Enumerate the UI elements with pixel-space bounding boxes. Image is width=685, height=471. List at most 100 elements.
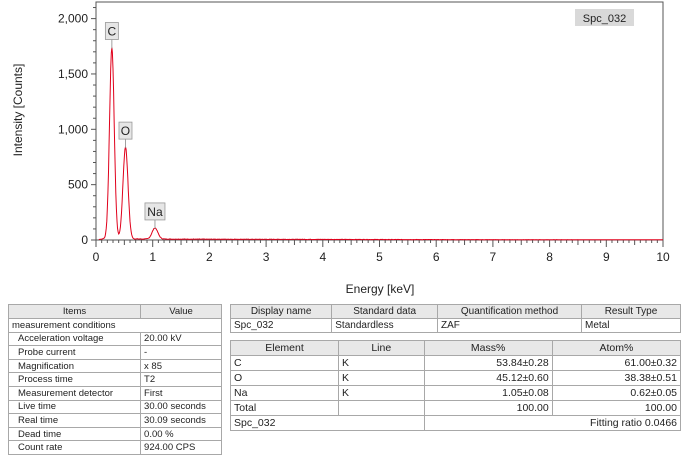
x-tick-label: 0 [93, 250, 100, 264]
condition-item: Dead time [7, 426, 142, 442]
result-mass: 1.05±0.08 [423, 385, 553, 401]
plot-border [95, 1, 664, 241]
col-header-items: Items [7, 304, 142, 319]
col-header-quant-method: Quantification method [437, 304, 582, 319]
legend-label: Spc_032 [583, 13, 626, 25]
plot-frame [95, 1, 664, 241]
conditions-row: Live time 30.00 seconds [7, 399, 222, 415]
condition-value: T2 [140, 372, 222, 387]
condition-item: Magnification [7, 358, 142, 374]
result-mass: 45.12±0.60 [423, 370, 553, 386]
conditions-row: Count rate 924.00 CPS [7, 440, 222, 455]
x-tick-label: 1 [149, 250, 156, 264]
condition-value: 20.00 kV [140, 331, 222, 347]
condition-item: Count rate [7, 440, 142, 455]
x-tick-label: 7 [490, 250, 497, 264]
quant-method: ZAF [437, 318, 582, 333]
standard-data: Standardless [331, 318, 438, 333]
spectrum-info-table: Display name Standard data Quantificatio… [229, 304, 681, 333]
results-row: Total 100.00 100.00 [230, 400, 682, 416]
result-line: K [338, 385, 425, 401]
y-tick-label: 1,000 [58, 122, 88, 136]
condition-value: 0.00 % [140, 426, 222, 442]
section-label: measurement conditions [8, 318, 222, 333]
condition-item: Real time [7, 413, 142, 428]
peak-label-box [118, 121, 133, 140]
x-tick-label: 8 [546, 250, 553, 264]
conditions-row: Probe current - [7, 345, 222, 360]
col-header-element: Element [230, 340, 339, 356]
condition-item: Process time [7, 372, 142, 387]
y-tick-label: 0 [81, 233, 88, 247]
condition-item: Probe current [7, 345, 142, 360]
conditions-row: Acceleration voltage 20.00 kV [7, 331, 222, 347]
result-element: C [230, 355, 339, 371]
results-row: O K 45.12±0.60 38.38±0.51 [230, 370, 682, 386]
quantification-results-table: Element Line Mass% Atom% C K 53.84±0.28 61.… [230, 340, 682, 431]
result-element: Na [230, 385, 339, 401]
col-header-mass: Mass% [423, 340, 553, 356]
fitting-ratio: Fitting ratio 0.0466 [423, 415, 681, 431]
peak-label: C [108, 24, 117, 38]
y-axis-label: Intensity [Counts] [11, 64, 25, 157]
col-header-value: Value [140, 304, 222, 319]
condition-value: 924.00 CPS [140, 440, 222, 455]
y-tick-label: 2,000 [58, 12, 88, 26]
condition-value: 30.00 seconds [140, 399, 222, 415]
conditions-row: Magnification x 85 [7, 358, 222, 374]
y-axis-ticks: 0 500 1,000 1,500 2,000 [58, 7, 96, 247]
result-atom: 100.00 [551, 400, 682, 416]
spectrum-line [98, 47, 663, 241]
result-mass: 53.84±0.28 [423, 355, 553, 371]
result-atom: 38.38±0.51 [551, 370, 682, 386]
col-header-display-name: Display name [229, 304, 333, 319]
y-tick-label: 1,500 [58, 67, 88, 81]
peak-labels: C O Na [104, 22, 166, 229]
x-tick-label: 10 [656, 250, 670, 264]
condition-value: 30.09 seconds [140, 413, 222, 428]
x-tick-label: 5 [376, 250, 383, 264]
measurement-conditions-table: Items Value measurement conditions Accel… [7, 304, 222, 455]
result-atom: 61.00±0.32 [551, 355, 682, 371]
x-tick-label: 2 [206, 250, 213, 264]
spectrum-chart: 0 500 1,000 1,500 2,000 0 1 2 3 4 5 6 7 8 9 10 C O Na In… [11, 1, 670, 296]
condition-value: First [140, 385, 222, 401]
peak-label-box [104, 22, 119, 40]
result-element: Total [230, 400, 339, 416]
x-tick-label: 6 [433, 250, 440, 264]
x-axis-label: Energy [keV] [346, 282, 415, 296]
y-tick-label: 500 [68, 178, 88, 192]
col-header-line: Line [338, 340, 425, 356]
results-row: C K 53.84±0.28 61.00±0.32 [230, 355, 682, 371]
col-header-standard-data: Standard data [331, 304, 438, 319]
peak-label: O [121, 124, 130, 138]
peak-label: Na [147, 205, 163, 219]
conditions-row: Process time T2 [7, 372, 222, 387]
col-header-result-type: Result Type [581, 304, 681, 319]
x-tick-label: 3 [263, 250, 270, 264]
conditions-row: Dead time 0.00 % [7, 426, 222, 442]
x-tick-label: 9 [603, 250, 610, 264]
result-line [338, 400, 425, 416]
result-line: K [338, 370, 425, 386]
condition-value: - [140, 345, 222, 360]
col-header-atom: Atom% [551, 340, 682, 356]
x-tick-label: 4 [319, 250, 326, 264]
result-atom: 0.62±0.05 [551, 385, 682, 401]
result-type: Metal [581, 318, 681, 333]
condition-item: Acceleration voltage [7, 331, 142, 347]
conditions-row: Real time 30.09 seconds [7, 413, 222, 428]
peak-label-box [144, 202, 166, 221]
results-row: Na K 1.05±0.08 0.62±0.05 [230, 385, 682, 401]
conditions-row: Measurement detector First [7, 385, 222, 401]
condition-value: x 85 [140, 358, 222, 374]
display-name: Spc_032 [229, 318, 333, 333]
result-line: K [338, 355, 425, 371]
x-axis-ticks: 0 1 2 3 4 5 6 7 8 9 10 [93, 240, 670, 264]
legend-box [575, 9, 634, 26]
footer-spectrum-name: Spc_032 [230, 415, 425, 431]
condition-item: Live time [7, 399, 142, 415]
result-element: O [230, 370, 339, 386]
result-mass: 100.00 [423, 400, 553, 416]
condition-item: Measurement detector [7, 385, 142, 401]
